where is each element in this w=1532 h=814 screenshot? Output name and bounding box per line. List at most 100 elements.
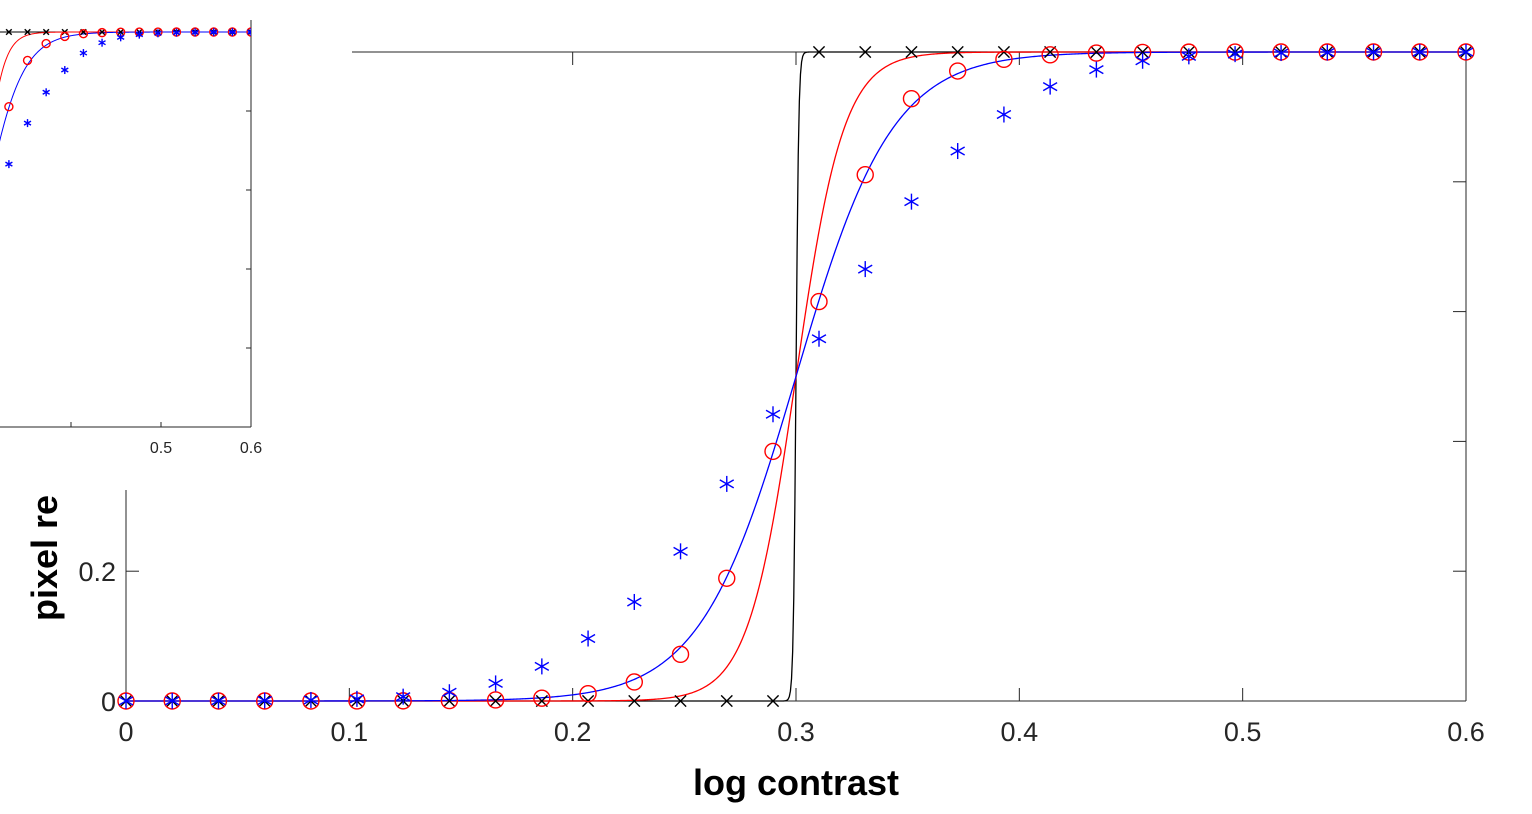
data-point xyxy=(904,193,919,210)
x-tick-label: 0.4 xyxy=(1001,717,1039,747)
data-point xyxy=(395,688,411,705)
data-point xyxy=(1458,44,1474,61)
data-point xyxy=(951,45,964,59)
data-point xyxy=(1135,52,1150,69)
data-point xyxy=(719,475,735,492)
x-axis-title: log contrast xyxy=(693,762,899,803)
data-point xyxy=(486,691,505,709)
inset-data-point xyxy=(4,101,14,112)
data-point xyxy=(1136,45,1149,59)
inset-data-point xyxy=(22,55,33,66)
inset-data-point xyxy=(98,28,106,36)
data-point xyxy=(1089,61,1104,78)
data-point xyxy=(902,89,921,108)
inset-data-point xyxy=(116,33,125,42)
inset-data-point xyxy=(24,28,31,36)
x-tick-label: 0.2 xyxy=(554,717,592,747)
inset-series-group xyxy=(0,27,251,169)
x-tick-label: 0.3 xyxy=(777,717,815,747)
data-point xyxy=(443,694,456,708)
data-point xyxy=(628,694,641,708)
x-tick-label: 0.1 xyxy=(331,717,369,747)
data-point xyxy=(1366,44,1381,61)
y-axis-title: pixel re xyxy=(24,495,65,621)
data-point xyxy=(488,675,503,692)
inset-data-point xyxy=(97,27,107,38)
data-point xyxy=(257,692,272,709)
data-point xyxy=(857,261,873,278)
inset-data-point xyxy=(78,28,89,39)
data-point xyxy=(1320,44,1335,61)
y-tick-label: 0 xyxy=(101,687,116,717)
inset-data-point xyxy=(246,27,251,37)
data-point xyxy=(950,143,966,160)
data-point xyxy=(533,689,551,707)
x-tick-label: 0.6 xyxy=(1447,717,1485,747)
inset-data-point xyxy=(154,29,162,38)
data-point xyxy=(995,50,1013,69)
data-point xyxy=(718,569,736,587)
data-point xyxy=(442,684,457,701)
data-point xyxy=(580,630,596,647)
inset-data-point xyxy=(117,28,124,36)
data-point xyxy=(996,106,1012,123)
inset-data-point xyxy=(23,119,32,128)
data-point xyxy=(1227,46,1243,63)
inset-data-point xyxy=(135,30,144,39)
inset-data-point xyxy=(228,28,237,37)
x-tick-label: 0 xyxy=(118,717,133,747)
data-point xyxy=(673,543,688,560)
inset-data-point xyxy=(60,31,70,42)
data-point xyxy=(1042,78,1058,95)
data-point xyxy=(1090,45,1103,59)
inset-x-tick-label: 0.5 xyxy=(150,440,172,457)
data-point xyxy=(534,658,550,675)
inset-data-point xyxy=(191,28,199,37)
x-tick-label: 0.5 xyxy=(1224,717,1262,747)
inset-background xyxy=(0,0,352,490)
data-point xyxy=(303,691,319,708)
data-point xyxy=(1273,45,1289,62)
data-point xyxy=(118,692,134,709)
data-point xyxy=(948,62,967,80)
inset-plot-area xyxy=(0,27,251,169)
inset-data-point xyxy=(41,38,51,49)
data-point xyxy=(766,694,780,708)
inset-data-point xyxy=(42,28,50,36)
data-point xyxy=(810,292,828,311)
data-point xyxy=(489,694,502,708)
data-point xyxy=(859,45,872,59)
data-point xyxy=(811,330,827,347)
data-point xyxy=(1412,44,1428,61)
inset-data-point xyxy=(79,49,88,58)
data-point xyxy=(856,166,874,184)
inset-data-point xyxy=(172,28,181,37)
data-point xyxy=(812,45,826,59)
data-point xyxy=(671,645,690,664)
data-point xyxy=(765,406,781,423)
y-tick-label: 0.2 xyxy=(78,557,116,587)
data-point xyxy=(579,684,597,703)
inset-x-tick-label: 0.6 xyxy=(240,440,262,457)
data-point xyxy=(349,690,365,707)
data-point xyxy=(211,692,226,709)
data-point xyxy=(764,442,782,461)
data-point xyxy=(626,593,642,610)
inset-axes: 0.5 0.6 xyxy=(0,20,262,457)
inset-data-point xyxy=(60,66,69,75)
data-point xyxy=(674,694,687,708)
inset-data-point xyxy=(209,28,218,37)
data-point xyxy=(720,694,733,708)
data-point xyxy=(164,692,180,709)
inset-data-point xyxy=(42,88,50,97)
data-point xyxy=(1041,46,1059,64)
inset-data-point xyxy=(247,28,251,37)
inset-data-point xyxy=(98,38,106,47)
data-point xyxy=(1181,48,1197,65)
data-point xyxy=(1087,44,1106,62)
inset-data-point xyxy=(5,28,13,36)
data-point xyxy=(625,673,644,691)
data-point xyxy=(905,45,918,59)
main-plot-area xyxy=(117,43,1475,710)
